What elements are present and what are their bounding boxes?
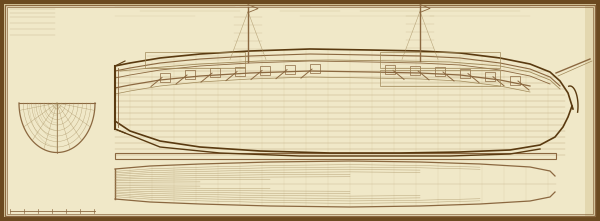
Bar xyxy=(380,52,500,68)
Bar xyxy=(310,64,320,73)
Bar xyxy=(410,66,420,75)
Bar xyxy=(285,65,295,74)
Bar xyxy=(160,72,170,82)
Bar xyxy=(115,153,556,159)
Bar xyxy=(260,65,270,74)
Bar xyxy=(585,5,595,216)
Bar xyxy=(435,67,445,76)
Bar xyxy=(145,52,245,68)
Bar xyxy=(485,72,495,81)
Bar xyxy=(460,69,470,78)
Bar xyxy=(185,70,195,79)
Bar xyxy=(210,68,220,77)
Bar xyxy=(510,76,520,85)
Bar xyxy=(235,67,245,76)
Bar xyxy=(385,65,395,74)
Bar xyxy=(380,70,500,86)
